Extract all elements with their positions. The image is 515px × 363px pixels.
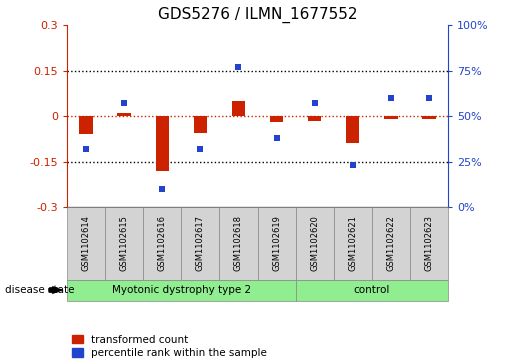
- Text: GSM1102614: GSM1102614: [81, 215, 91, 271]
- Text: GSM1102620: GSM1102620: [310, 215, 319, 271]
- Text: GSM1102616: GSM1102616: [158, 215, 167, 271]
- Text: GSM1102621: GSM1102621: [348, 215, 357, 271]
- Text: GSM1102619: GSM1102619: [272, 215, 281, 271]
- Text: control: control: [354, 285, 390, 295]
- Text: GSM1102618: GSM1102618: [234, 215, 243, 271]
- Text: GSM1102623: GSM1102623: [424, 215, 434, 271]
- Bar: [232, 101, 245, 116]
- Text: GSM1102615: GSM1102615: [119, 215, 129, 271]
- Text: GSM1102617: GSM1102617: [196, 215, 205, 271]
- Bar: [422, 116, 436, 119]
- Bar: [194, 116, 207, 133]
- Bar: [79, 116, 93, 134]
- Bar: [117, 113, 131, 116]
- Bar: [308, 116, 321, 121]
- Bar: [346, 116, 359, 143]
- Text: disease state: disease state: [5, 285, 75, 295]
- Bar: [270, 116, 283, 122]
- Text: GSM1102622: GSM1102622: [386, 215, 396, 271]
- Bar: [156, 116, 169, 171]
- Legend: transformed count, percentile rank within the sample: transformed count, percentile rank withi…: [72, 335, 267, 358]
- Text: Myotonic dystrophy type 2: Myotonic dystrophy type 2: [112, 285, 251, 295]
- Bar: [384, 116, 398, 119]
- Title: GDS5276 / ILMN_1677552: GDS5276 / ILMN_1677552: [158, 7, 357, 23]
